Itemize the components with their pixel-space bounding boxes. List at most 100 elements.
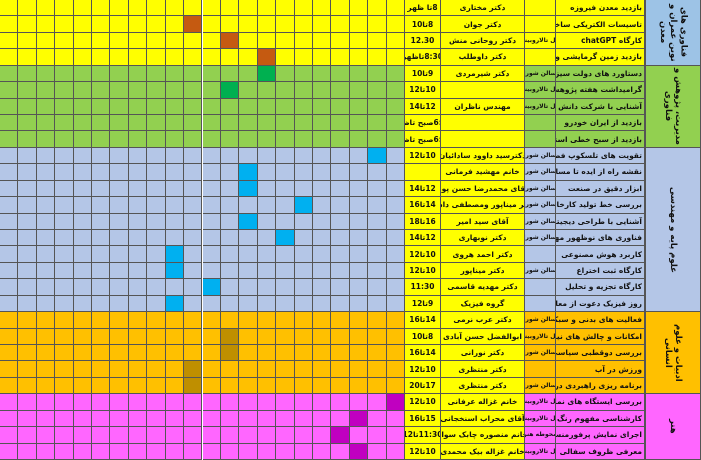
grid-cell (220, 377, 240, 395)
location-cell (525, 115, 556, 132)
grid-cell (55, 427, 74, 444)
grid-cell (73, 377, 93, 395)
grid-cell (147, 131, 166, 148)
event-title: ابزار دقیق در صنعت (556, 180, 645, 198)
grid-cell (331, 213, 350, 230)
grid-cell (257, 164, 277, 181)
grid-cell (92, 115, 111, 132)
grid-cell (349, 0, 369, 17)
grid-cell (55, 312, 74, 329)
grid-cell (202, 328, 221, 345)
grid-cell (165, 65, 185, 83)
grid-cell (73, 164, 93, 181)
grid-cell (18, 427, 37, 444)
grid-cell (73, 361, 93, 378)
grid-cell (55, 0, 74, 17)
grid-cell (128, 262, 148, 280)
grid-cell (0, 164, 19, 181)
grid-cell (386, 394, 405, 411)
grid-cell (147, 164, 166, 181)
grid-cell (184, 180, 203, 198)
grid-cell (55, 377, 74, 395)
time-cell: 10تا12 (405, 82, 441, 99)
grid-cell (386, 82, 405, 99)
grid-cell (110, 394, 129, 411)
grid-cell (349, 82, 369, 99)
grid-cell (18, 361, 37, 378)
grid-cell (239, 164, 258, 181)
grid-cell (36, 16, 56, 33)
grid-cell (349, 328, 369, 345)
grid-cell (55, 65, 74, 83)
location-cell: سالن شورا (525, 345, 556, 362)
presenter-cell: ابوالفضل حسن آبادی (441, 328, 525, 345)
event-title: بررسی دوقطبی سیاسی در امریکا (556, 345, 645, 362)
grid-cell (92, 65, 111, 83)
grid-cell (331, 230, 350, 247)
grid-cell (184, 197, 203, 214)
grid-cell (165, 361, 185, 378)
grid-cell (368, 230, 387, 247)
grid-cell (184, 443, 203, 460)
grid-cell (386, 0, 405, 17)
grid-cell (294, 164, 313, 181)
grid-cell (165, 180, 185, 198)
grid-cell (55, 328, 74, 345)
presenter-cell: آقای محمدرضا حسن پور (441, 180, 525, 198)
grid-cell (276, 115, 295, 132)
grid-cell (202, 49, 221, 66)
grid-cell (18, 164, 37, 181)
grid-cell (349, 312, 369, 329)
event-title: آشنایی با شرکت دانش بنیان (556, 98, 645, 115)
grid-cell (73, 213, 93, 230)
location-cell: محل تالاروبینس (525, 32, 556, 50)
grid-cell (294, 312, 313, 329)
grid-cell (368, 180, 387, 198)
grid-cell (202, 394, 221, 411)
grid-cell (18, 213, 37, 230)
grid-cell (184, 328, 203, 345)
grid-cell (110, 230, 129, 247)
grid-cell (165, 328, 185, 345)
grid-cell (386, 345, 405, 362)
grid-cell (368, 312, 387, 329)
grid-cell (239, 328, 258, 345)
presenter-cell: دکتر مختاری (441, 0, 525, 17)
grid-cell (276, 82, 295, 99)
grid-cell (92, 147, 111, 165)
grid-cell (165, 345, 185, 362)
grid-cell (220, 312, 240, 329)
grid-cell (18, 279, 37, 296)
grid-cell (368, 328, 387, 345)
grid-cell (128, 279, 148, 296)
grid-cell (92, 197, 111, 214)
location-cell: سالن شورا (525, 377, 556, 395)
grid-cell (202, 147, 221, 165)
grid-cell (331, 262, 350, 280)
grid-cell (184, 164, 203, 181)
grid-cell (55, 410, 74, 428)
grid-cell (257, 345, 277, 362)
grid-cell (368, 361, 387, 378)
grid-cell (257, 279, 277, 296)
grid-cell (110, 410, 129, 428)
grid-cell (386, 65, 405, 83)
grid-cell (349, 443, 369, 460)
grid-cell (73, 345, 93, 362)
grid-cell (147, 115, 166, 132)
event-title: تقویت های تلسکوپ فضایی (556, 147, 645, 165)
time-cell: 10تا12 (405, 443, 441, 460)
grid-cell (128, 361, 148, 378)
grid-cell (220, 49, 240, 66)
event-title: فعالیت های بدنی و سبک زندگی سالم (556, 312, 645, 329)
grid-cell (220, 394, 240, 411)
grid-cell (0, 213, 19, 230)
grid-cell (239, 230, 258, 247)
event-title: بررسی ایستگاه های نمایشی (556, 394, 645, 411)
grid-cell (55, 98, 74, 115)
grid-cell (294, 197, 313, 214)
grid-cell (331, 361, 350, 378)
grid-cell (368, 295, 387, 313)
grid-cell (386, 410, 405, 428)
grid-cell (312, 230, 332, 247)
